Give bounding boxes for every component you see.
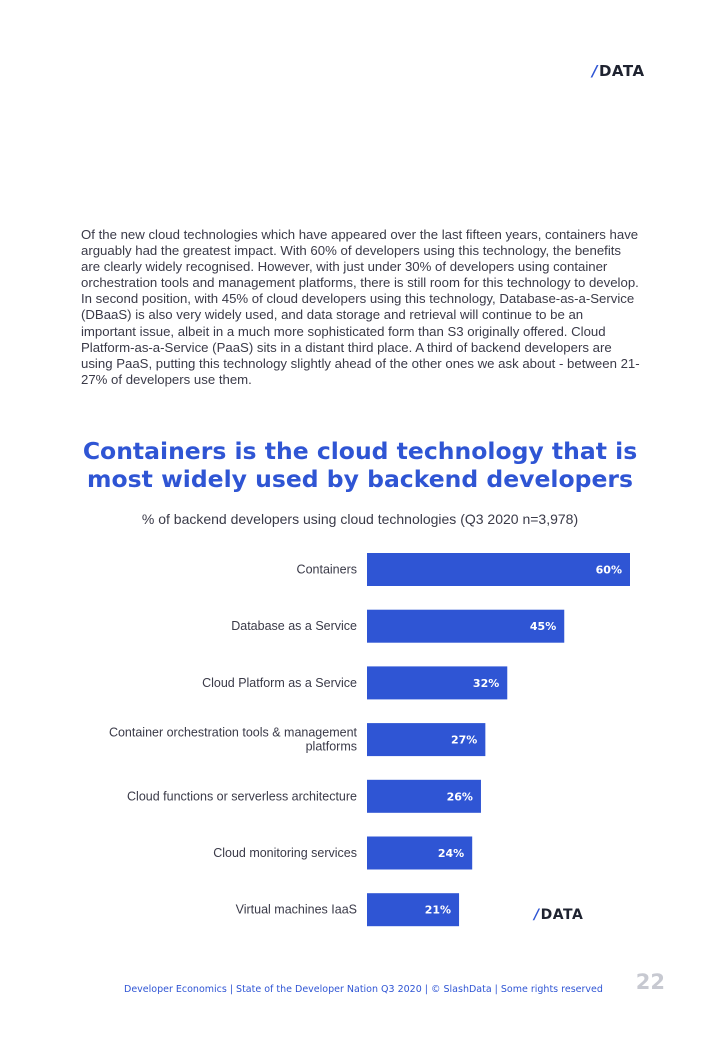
bar-1 [367,609,565,643]
bar-value-label-0: 60% [596,564,622,577]
bar-value-label-2: 32% [473,677,499,690]
brand-logo-slash: / [592,62,598,80]
brand-logo-text: DATA [598,62,645,80]
category-label-3-line-1: platforms [306,740,357,754]
bar-4 [367,779,481,813]
category-label-4: Cloud functions or serverless architectu… [127,789,357,803]
bar-2 [367,666,508,700]
intro-paragraph: Of the new cloud technologies which have… [81,227,640,387]
footer-text: Developer Economics | State of the Devel… [124,984,603,995]
bar-3 [367,723,486,757]
bar-value-label-3: 27% [451,734,477,747]
category-label-0: Containers [297,563,357,577]
bar-0 [367,553,630,586]
category-label-5: Cloud monitoring services [213,846,357,860]
bar-value-label-5: 24% [438,847,464,860]
bar-6 [367,893,460,927]
chart-title: Containers is the cloud technology that … [82,437,638,493]
chart-brand-logo: / DATA [534,907,583,923]
bar-5 [367,836,473,870]
chart-subtitle: % of backend developers using cloud tech… [141,511,579,527]
category-label-6: Virtual machines IaaS [236,903,357,917]
bar-value-label-4: 26% [447,790,473,803]
chart-brand-logo-text: DATA [540,907,584,923]
category-label-1: Database as a Service [231,619,357,633]
page-number: 22 [635,970,665,994]
category-label-2: Cloud Platform as a Service [202,676,357,690]
category-label-3-line-0: Container orchestration tools & manageme… [109,726,358,740]
brand-logo: / DATA [592,62,645,80]
bar-value-label-6: 21% [425,904,451,917]
chart-brand-logo-slash: / [534,907,540,923]
bar-value-label-1: 45% [530,620,556,633]
